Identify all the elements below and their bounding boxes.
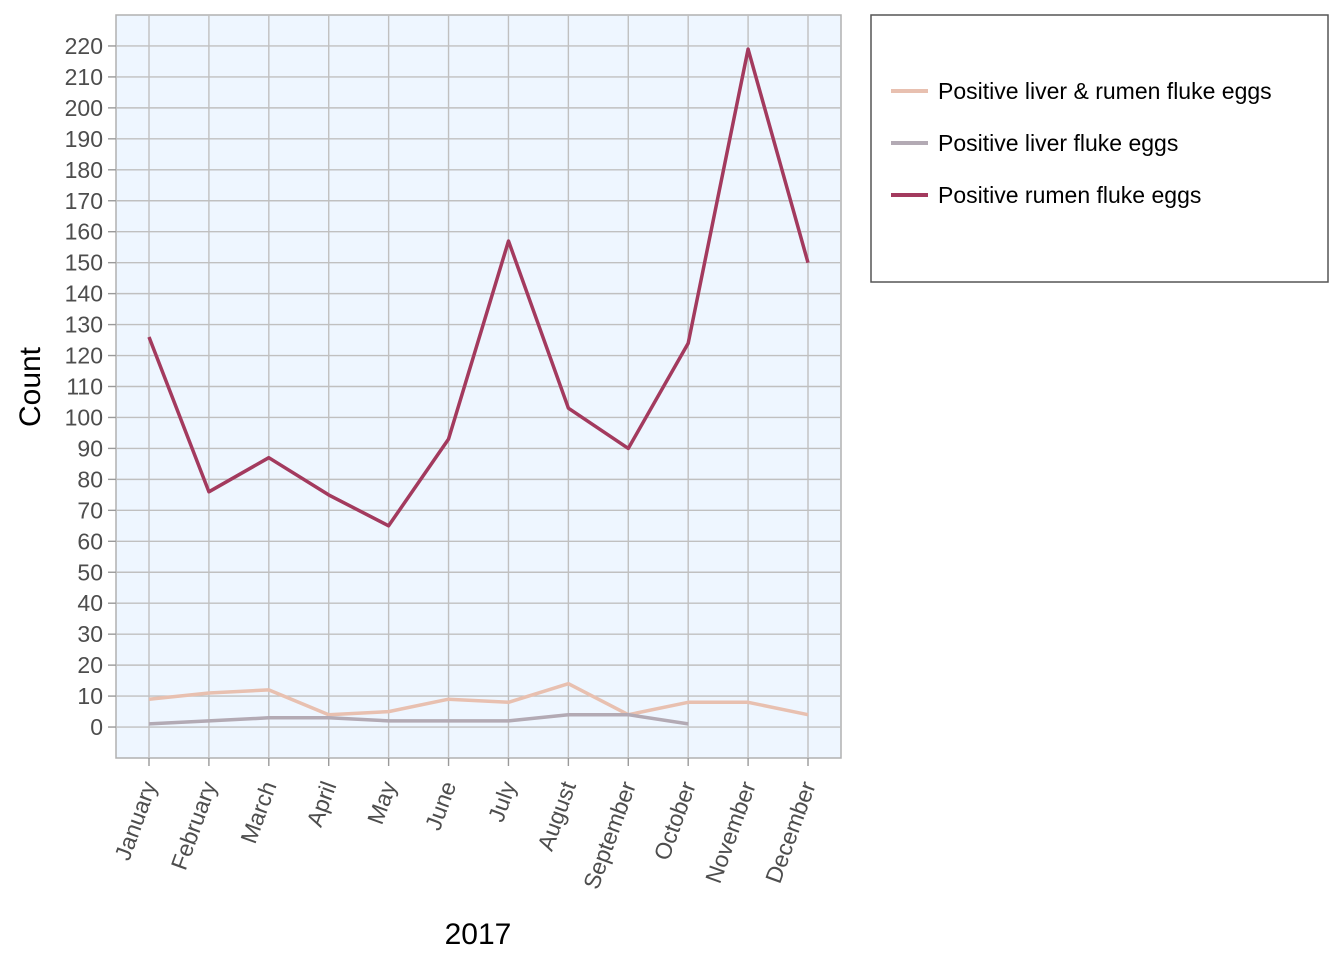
y-tick-label: 170 bbox=[65, 188, 103, 214]
x-tick-label: July bbox=[483, 777, 522, 825]
x-axis-title: 2017 bbox=[445, 918, 512, 951]
legend-label: Positive liver & rumen fluke eggs bbox=[938, 78, 1272, 104]
y-tick-label: 20 bbox=[77, 652, 103, 678]
series-line-2 bbox=[148, 712, 689, 726]
x-tick-label: April bbox=[301, 778, 341, 830]
series-line-1 bbox=[148, 681, 809, 717]
y-tick-label: 60 bbox=[77, 528, 103, 554]
x-tick-label: May bbox=[362, 777, 401, 827]
grid-lines bbox=[116, 15, 841, 758]
legend-label: Positive liver fluke eggs bbox=[938, 130, 1178, 156]
x-tick-label: March bbox=[235, 778, 281, 847]
y-tick-label: 120 bbox=[65, 343, 103, 369]
y-axis-title: Count bbox=[14, 346, 47, 427]
y-tick-label: 40 bbox=[77, 590, 103, 616]
legend-box bbox=[870, 14, 1329, 283]
y-tick-label: 130 bbox=[65, 312, 103, 338]
y-tick-label: 80 bbox=[77, 466, 103, 492]
y-tick-label: 200 bbox=[65, 95, 103, 121]
y-tick-label: 210 bbox=[65, 64, 103, 90]
y-tick-label: 10 bbox=[77, 683, 103, 709]
x-tick-label: October bbox=[648, 778, 701, 864]
y-tick-label: 90 bbox=[77, 435, 103, 461]
y-tick-label: 100 bbox=[65, 404, 103, 430]
y-tick-label: 30 bbox=[77, 621, 103, 647]
x-tick-label: December bbox=[760, 778, 821, 887]
series-lines bbox=[147, 47, 810, 726]
legend-items: Positive liver & rumen fluke eggs Positiv… bbox=[891, 78, 1272, 208]
x-tick-label: February bbox=[166, 777, 222, 873]
y-tick-label: 140 bbox=[65, 281, 103, 307]
y-tick-label: 110 bbox=[66, 374, 103, 400]
x-tick-label: June bbox=[420, 778, 461, 834]
y-tick-label: 220 bbox=[65, 33, 103, 59]
y-tick-label: 180 bbox=[65, 157, 103, 183]
x-tick-label: January bbox=[109, 777, 162, 863]
y-tick-label: 190 bbox=[65, 126, 103, 152]
x-tick-label: August bbox=[532, 777, 581, 854]
y-axis-ticks: 0 10 20 30 40 50 60 70 80 90 100 110 120 130 140 150 160… bbox=[65, 33, 116, 740]
y-tick-label: 50 bbox=[77, 559, 103, 585]
x-tick-label: September bbox=[578, 778, 641, 893]
y-tick-label: 150 bbox=[65, 250, 103, 276]
legend-label: Positive rumen fluke eggs bbox=[938, 182, 1201, 208]
y-tick-label: 70 bbox=[77, 497, 103, 523]
legend: Positive liver & rumen fluke eggs Positiv… bbox=[870, 14, 1329, 283]
x-axis-ticks: January February March April May June July Augu… bbox=[109, 758, 821, 892]
x-tick-label: November bbox=[700, 778, 761, 887]
y-tick-label: 160 bbox=[65, 219, 103, 245]
series-line-3 bbox=[147, 47, 810, 528]
y-tick-label: 0 bbox=[90, 714, 103, 740]
